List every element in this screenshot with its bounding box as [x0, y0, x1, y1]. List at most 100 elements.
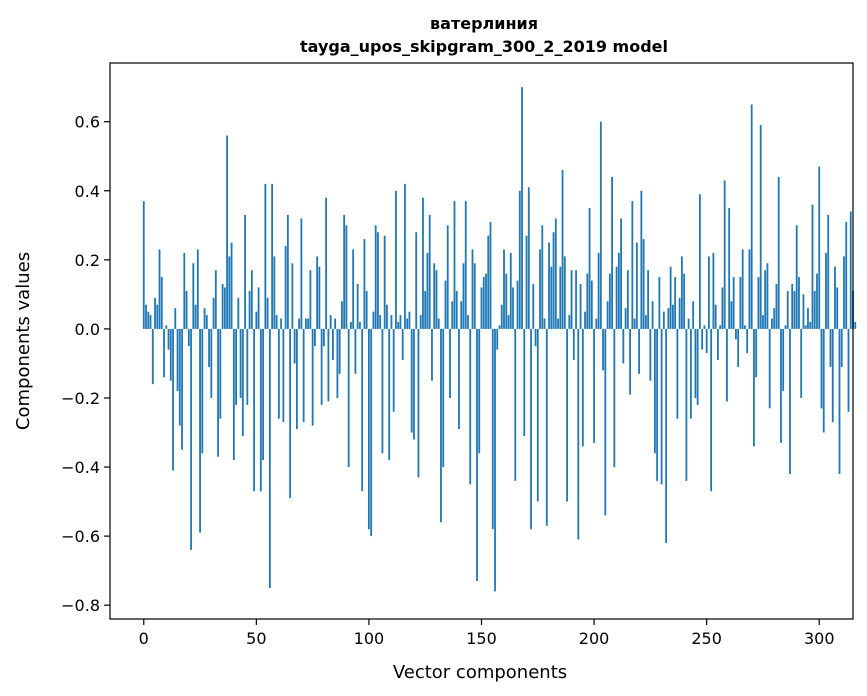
bar-component-81: [325, 197, 328, 329]
bar-component-153: [487, 235, 490, 329]
bar-component-154: [489, 221, 492, 329]
bar-component-32: [214, 270, 217, 329]
bar-component-52: [259, 328, 262, 492]
bar-component-42: [237, 297, 240, 329]
bar-component-233: [667, 308, 670, 329]
bar-component-208: [611, 176, 613, 329]
bar-component-115: [401, 328, 404, 360]
bar-component-209: [613, 328, 616, 468]
bar-component-185: [559, 266, 562, 329]
bar-component-254: [714, 304, 717, 329]
bar-component-280: [773, 308, 776, 329]
bar-component-65: [289, 328, 292, 499]
bar-component-251: [708, 256, 710, 329]
bar-component-2: [147, 311, 150, 329]
bar-component-156: [494, 328, 496, 592]
bar-component-93: [352, 249, 355, 329]
bar-component-246: [696, 328, 699, 405]
bar-component-34: [219, 328, 222, 419]
bar-component-25: [199, 328, 201, 533]
bar-component-266: [741, 249, 744, 329]
bar-component-120: [413, 328, 415, 440]
bar-component-104: [377, 232, 379, 329]
bar-component-159: [500, 304, 503, 329]
bar-component-312: [845, 221, 848, 329]
bar-component-62: [282, 328, 285, 423]
bar-component-0: [142, 201, 145, 329]
bar-component-278: [768, 328, 771, 409]
bar-component-260: [728, 208, 731, 329]
bar-component-143: [464, 201, 467, 329]
bar-component-215: [626, 270, 629, 329]
bar-component-125: [424, 290, 427, 329]
bar-component-249: [703, 325, 706, 329]
bar-component-83: [329, 315, 332, 329]
bar-component-288: [791, 284, 794, 329]
bar-component-229: [658, 277, 661, 329]
y-tick-label: −0.4: [61, 458, 100, 477]
bar-component-72: [304, 318, 307, 329]
bar-component-16: [178, 328, 181, 426]
bar-component-194: [579, 284, 582, 329]
bar-component-76: [313, 328, 316, 347]
bar-component-5: [154, 297, 156, 329]
bar-component-108: [386, 304, 388, 329]
bar-component-121: [415, 232, 418, 329]
bar-component-193: [577, 328, 580, 540]
bar-component-98: [363, 239, 366, 329]
bar-component-147: [473, 263, 476, 329]
bar-component-78: [318, 266, 321, 329]
bar-component-126: [426, 252, 429, 329]
bar-component-21: [190, 328, 192, 550]
bar-component-23: [194, 304, 197, 329]
bar-component-4: [151, 328, 154, 385]
bar-component-15: [176, 328, 179, 392]
bar-component-131: [437, 318, 440, 329]
bar-component-119: [410, 328, 413, 433]
bar-component-299: [816, 273, 818, 329]
y-tick-label: −0.2: [61, 389, 100, 408]
bar-component-1: [145, 304, 147, 329]
bar-component-201: [595, 318, 598, 329]
bar-component-122: [417, 328, 420, 478]
bar-component-300: [818, 166, 821, 329]
bar-component-198: [588, 208, 591, 329]
bar-component-148: [476, 328, 478, 582]
bar-component-239: [680, 256, 683, 329]
bar-component-66: [291, 263, 294, 329]
bar-component-77: [316, 256, 319, 329]
bar-component-67: [293, 328, 296, 364]
bar-component-149: [478, 328, 481, 454]
bar-component-273: [757, 277, 760, 329]
bar-component-118: [408, 311, 411, 329]
bar-component-308: [836, 287, 839, 329]
bar-component-87: [338, 328, 341, 374]
bar-component-167: [518, 190, 521, 329]
bar-component-89: [343, 214, 346, 329]
bar-component-234: [669, 266, 672, 329]
bar-component-218: [633, 318, 636, 329]
bar-component-165: [514, 328, 517, 481]
bar-component-297: [811, 204, 814, 329]
bar-component-268: [746, 328, 749, 354]
bar-component-35: [221, 284, 224, 329]
bar-component-3: [149, 315, 152, 329]
bar-component-58: [273, 256, 276, 329]
bar-component-26: [201, 328, 204, 454]
bar-component-289: [793, 290, 796, 329]
bar-component-179: [545, 328, 548, 526]
bar-component-88: [341, 301, 343, 329]
bar-component-295: [807, 308, 809, 329]
bar-component-203: [599, 121, 602, 329]
y-axis-ticks: 0.6 0.4 0.2 0.0 −0.2 −0.4 −0.6 −0.8: [61, 113, 110, 615]
bar-component-182: [552, 232, 555, 329]
x-tick-label: 300: [804, 629, 835, 648]
bar-component-177: [541, 225, 544, 329]
bar-component-275: [762, 315, 764, 329]
bar-component-57: [271, 183, 274, 329]
bar-component-242: [687, 318, 690, 329]
bar-component-302: [822, 328, 825, 433]
bar-component-286: [786, 290, 789, 329]
bar-component-169: [523, 328, 526, 436]
bar-component-101: [370, 328, 373, 537]
